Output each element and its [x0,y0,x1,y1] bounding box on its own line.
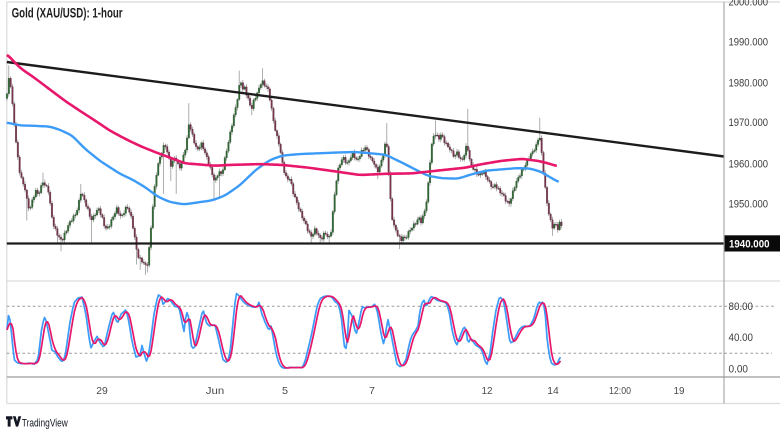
svg-text:7: 7 [369,385,375,397]
svg-text:1960.000: 1960.000 [729,158,769,170]
svg-text:1970.000: 1970.000 [729,117,769,129]
svg-text:1950.000: 1950.000 [729,198,769,210]
svg-text:14: 14 [547,385,559,397]
svg-text:Jun: Jun [206,385,225,397]
svg-text:40.00: 40.00 [729,332,754,344]
svg-text:Gold (XAU/USD): 1-hour: Gold (XAU/USD): 1-hour [12,5,124,20]
svg-text:12:00: 12:00 [609,385,631,397]
svg-text:12: 12 [482,385,493,397]
svg-text:2000.000: 2000.000 [729,0,769,8]
svg-text:0.00: 0.00 [729,364,749,376]
svg-text:1940.000: 1940.000 [729,238,770,250]
svg-text:TradingView: TradingView [22,418,68,430]
svg-text:1980.000: 1980.000 [729,78,769,90]
svg-text:29: 29 [96,385,108,397]
svg-text:19: 19 [674,385,685,397]
svg-text:80.00: 80.00 [729,301,754,313]
svg-text:5: 5 [282,385,288,397]
svg-text:1990.000: 1990.000 [729,37,769,49]
